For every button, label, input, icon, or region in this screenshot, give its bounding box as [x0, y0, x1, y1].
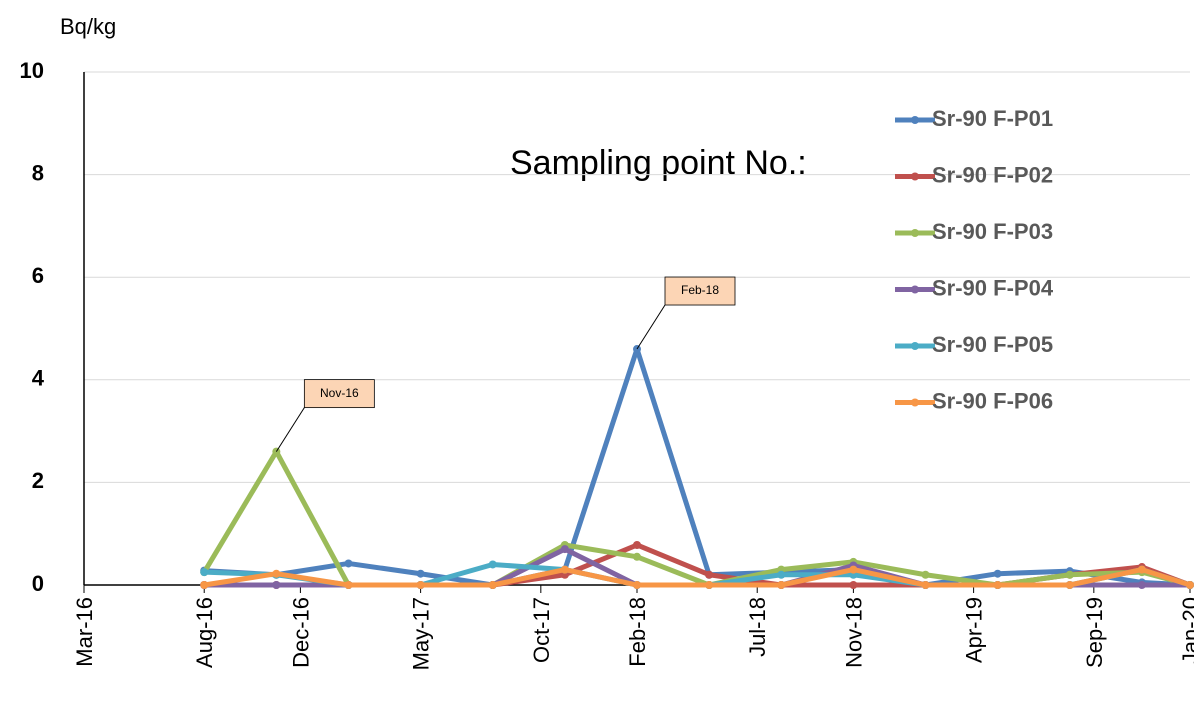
- y-axis-label: Bq/kg: [60, 14, 116, 39]
- data-point: [705, 570, 714, 579]
- legend-marker: [911, 398, 919, 407]
- data-point: [488, 581, 497, 589]
- data-point: [1065, 570, 1074, 579]
- data-point: [777, 581, 786, 589]
- data-point: [705, 581, 714, 589]
- data-point: [344, 559, 353, 568]
- data-point: [344, 581, 353, 589]
- y-tick-label: 8: [32, 160, 44, 185]
- data-point: [777, 570, 786, 579]
- legend-label: Sr-90 F-P04: [932, 275, 1054, 300]
- y-tick-label: 6: [32, 263, 44, 288]
- data-point: [921, 570, 930, 579]
- x-tick-label: Apr-19: [962, 597, 987, 663]
- x-tick-label: Sep-19: [1082, 597, 1107, 668]
- data-point: [993, 569, 1002, 578]
- callout-leader: [636, 304, 666, 350]
- legend-title: Sampling point No.:: [510, 144, 807, 182]
- data-point: [200, 568, 209, 577]
- legend-marker: [911, 342, 919, 350]
- legend-label: Sr-90 F-P06: [932, 388, 1053, 413]
- callout-label: Nov-16: [320, 386, 359, 400]
- y-tick-label: 0: [32, 571, 44, 596]
- data-point: [633, 540, 641, 549]
- data-point: [416, 569, 425, 578]
- callout-label: Feb-18: [681, 283, 719, 297]
- data-point: [200, 581, 209, 589]
- data-point: [633, 552, 641, 561]
- data-point: [993, 581, 1002, 589]
- data-point: [1137, 581, 1146, 589]
- y-tick-label: 2: [32, 468, 44, 493]
- x-tick-label: Jul-18: [745, 597, 770, 657]
- data-point: [1065, 581, 1074, 589]
- legend-marker: [911, 229, 919, 237]
- data-point: [849, 581, 858, 589]
- legend-marker: [911, 172, 919, 181]
- callout-leader: [275, 407, 305, 452]
- x-tick-label: May-17: [409, 597, 434, 670]
- data-point: [272, 581, 281, 589]
- data-point: [560, 545, 569, 554]
- x-tick-label: Mar-16: [72, 597, 97, 667]
- y-tick-label: 10: [20, 58, 44, 83]
- data-point: [1186, 581, 1194, 589]
- y-tick-label: 4: [32, 366, 45, 391]
- data-point: [416, 581, 425, 589]
- legend-label: Sr-90 F-P01: [932, 106, 1053, 131]
- data-point: [1137, 565, 1146, 574]
- data-point: [272, 569, 281, 578]
- legend-label: Sr-90 F-P02: [932, 162, 1053, 187]
- data-point: [633, 581, 641, 589]
- legend-marker: [911, 116, 919, 124]
- x-tick-label: Feb-18: [625, 597, 650, 667]
- callout-box: [303, 379, 375, 409]
- x-tick-label: Aug-16: [192, 597, 217, 668]
- x-tick-label: Dec-16: [288, 597, 313, 668]
- data-point: [849, 565, 858, 574]
- data-point: [921, 581, 930, 589]
- legend-label: Sr-90 F-P03: [932, 219, 1053, 244]
- x-tick-label: Oct-17: [529, 597, 554, 663]
- x-tick-label: Jan-20: [1178, 597, 1194, 664]
- x-tick-label: Nov-18: [841, 597, 866, 668]
- callout-box: [664, 276, 736, 306]
- data-point: [488, 560, 497, 569]
- data-point: [560, 565, 569, 574]
- legend-label: Sr-90 F-P05: [932, 332, 1053, 357]
- legend-marker: [911, 285, 919, 294]
